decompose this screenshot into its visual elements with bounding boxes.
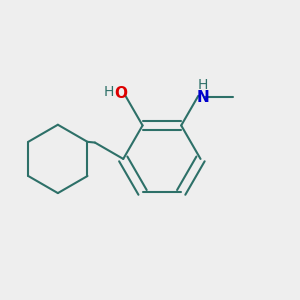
Text: H: H (104, 85, 114, 99)
Text: N: N (196, 90, 209, 105)
Text: O: O (115, 86, 128, 101)
Text: H: H (198, 78, 208, 92)
